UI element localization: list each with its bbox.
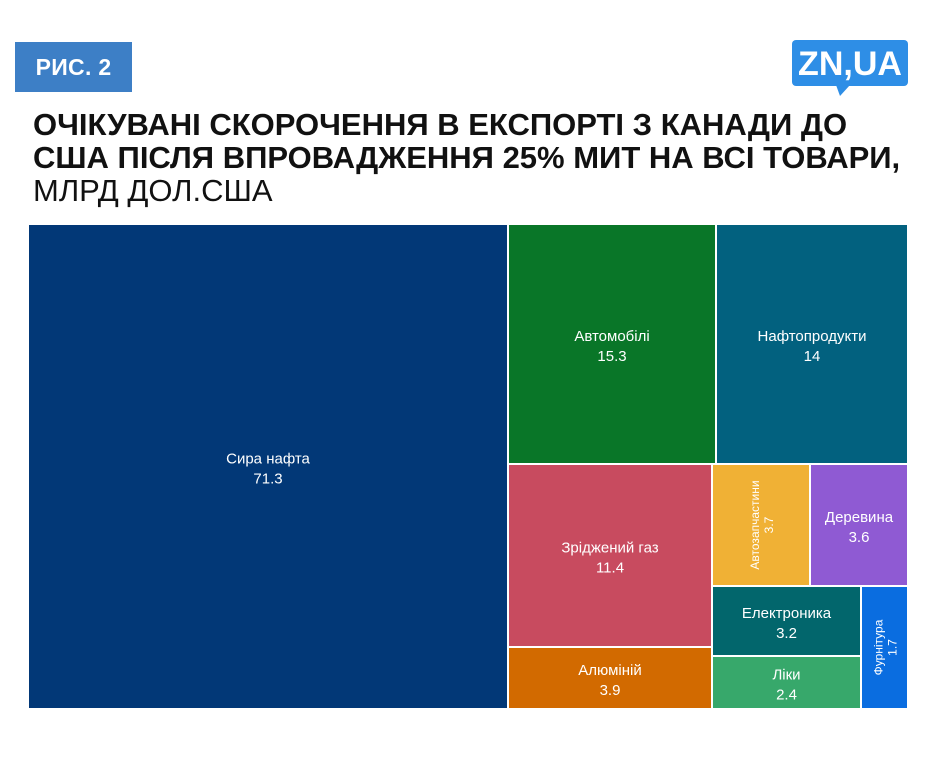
treemap-tile: Ліки 2.4 (713, 657, 860, 708)
tile-value: 11.4 (596, 560, 624, 577)
tile-label: Фурнітура (872, 619, 886, 675)
logo-background (792, 40, 908, 86)
chart-title: ОЧІКУВАНІ СКОРОЧЕННЯ В ЕКСПОРТІ З КАНАДИ… (33, 108, 913, 207)
tile-value: 1.7 (886, 639, 900, 656)
title-main: ОЧІКУВАНІ СКОРОЧЕННЯ В ЕКСПОРТІ З КАНАДИ… (33, 107, 901, 175)
figure-badge: РИС. 2 (15, 42, 132, 92)
treemap-tile: Фурнітура 1.7 (862, 587, 907, 708)
tile-label: Автозапчастини (748, 480, 762, 569)
tile-rect (717, 225, 907, 463)
tile-label: Деревина (825, 509, 894, 526)
tile-rect (509, 648, 711, 708)
tile-label: Автомобілі (574, 328, 649, 345)
tile-value: 3.7 (762, 516, 776, 533)
zn-ua-logo: ZN,UA (792, 40, 908, 96)
tile-label: Нафтопродукти (758, 328, 867, 345)
tile-rect (811, 465, 907, 585)
tile-label: Зріджений газ (561, 540, 658, 557)
tile-value: 71.3 (253, 471, 282, 488)
title-unit: МЛРД ДОЛ.США (33, 173, 273, 208)
tile-rect (29, 225, 507, 708)
logo-text: ZN,UA (798, 45, 902, 83)
tile-label: Алюміній (578, 662, 641, 679)
tile-value: 15.3 (597, 348, 626, 365)
tile-rect (713, 465, 809, 585)
treemap-tile: Сира нафта 71.3 (29, 225, 507, 708)
tile-rect (509, 465, 711, 646)
treemap-tile: Зріджений газ 11.4 (509, 465, 711, 646)
tile-label: Ліки (772, 667, 800, 684)
tile-label: Електроника (742, 605, 832, 622)
treemap-tile: Алюміній 3.9 (509, 648, 711, 708)
logo-pointer (836, 85, 850, 96)
treemap-tile: Нафтопродукти 14 (717, 225, 907, 463)
tile-value: 3.6 (849, 529, 870, 546)
tile-rect (713, 587, 860, 655)
tile-rect (509, 225, 715, 463)
figure-label: РИС. 2 (35, 53, 112, 80)
tile-value: 14 (804, 348, 821, 365)
treemap-tile: Електроника 3.2 (713, 587, 860, 655)
treemap-tile: Автозапчастини 3.7 (713, 465, 809, 585)
tile-label: Сира нафта (226, 451, 310, 468)
treemap-tile: Деревина 3.6 (811, 465, 907, 585)
treemap-tile: Автомобілі 15.3 (509, 225, 715, 463)
tile-value: 3.9 (600, 682, 621, 699)
tile-value: 2.4 (776, 687, 797, 704)
tile-rect (862, 587, 907, 708)
tile-value: 3.2 (776, 625, 797, 642)
tile-rect (713, 657, 860, 708)
